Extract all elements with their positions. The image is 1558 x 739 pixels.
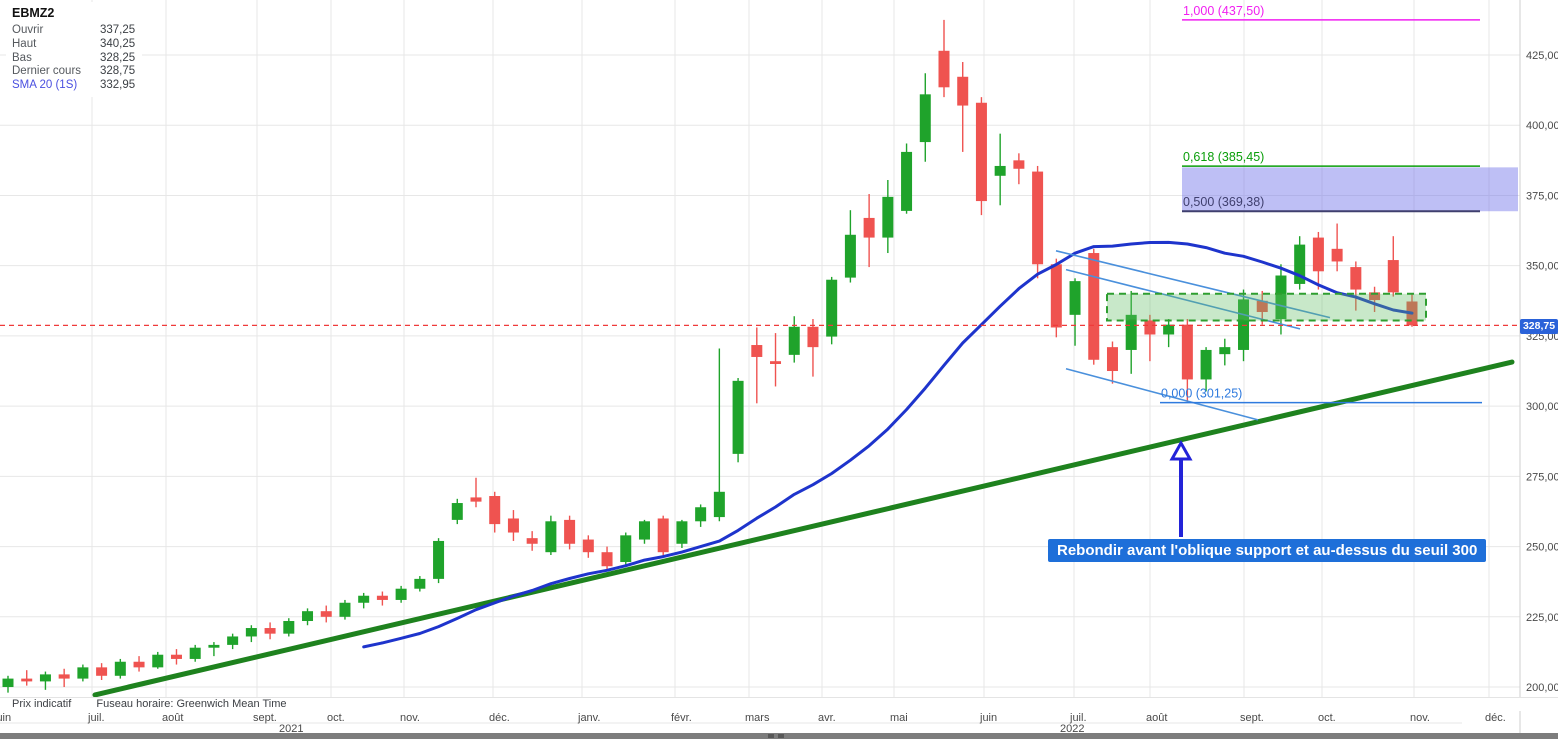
sma-legend-label: SMA 20 (1S) — [12, 79, 78, 92]
timezone-note: Fuseau horaire: Greenwich Mean Time — [96, 698, 287, 710]
svg-text:250,00: 250,00 — [1526, 542, 1558, 554]
time-scrollbar[interactable] — [0, 733, 1558, 739]
svg-text:1,000 (437,50): 1,000 (437,50) — [1183, 4, 1264, 18]
svg-text:janv.: janv. — [577, 712, 600, 724]
time-axis-labels[interactable]: juin juil. août sept. oct. nov. déc. janv. févr.… — [0, 712, 1506, 735]
annotation-arrow[interactable] — [1169, 439, 1193, 537]
vertical-gridlines — [91, 0, 1490, 710]
svg-text:nov.: nov. — [1410, 712, 1430, 724]
svg-text:août: août — [1146, 712, 1167, 724]
ohlc-legend: EBMZ2 Ouvrir 337,25 Haut 340,25 Bas 328,25 … — [6, 2, 142, 97]
footer-note: Prix indicatif Fuseau horaire: Greenwich… — [12, 698, 295, 710]
horizontal-gridlines — [0, 54, 1520, 688]
svg-text:0,500 (369,38): 0,500 (369,38) — [1183, 195, 1264, 209]
svg-text:0,618 (385,45): 0,618 (385,45) — [1183, 150, 1264, 164]
price-axis-labels[interactable]: 425,00400,00375,00350,00325,00300,00275,… — [1526, 50, 1558, 694]
last-price-axis-label: 328,75 — [1520, 319, 1558, 334]
svg-text:275,00: 275,00 — [1526, 471, 1558, 483]
high-label: Haut — [12, 37, 37, 50]
svg-text:déc.: déc. — [489, 712, 510, 724]
svg-text:225,00: 225,00 — [1526, 612, 1558, 624]
svg-text:juin: juin — [0, 712, 11, 724]
svg-text:sept.: sept. — [1240, 712, 1264, 724]
svg-text:juin: juin — [979, 712, 997, 724]
svg-text:400,00: 400,00 — [1526, 120, 1558, 132]
open-label: Ouvrir — [12, 24, 44, 36]
fib-retracement-band[interactable] — [1182, 167, 1518, 212]
sma-legend-value: 332,95 — [100, 79, 136, 92]
last-price-value: 328,75 — [100, 65, 136, 78]
svg-text:sept.: sept. — [253, 712, 277, 724]
scrollbar-grip-icon[interactable] — [768, 734, 787, 738]
fib-level-0_500[interactable]: 0,500 (369,38) — [1182, 195, 1480, 213]
time-axis-strip — [0, 697, 1558, 711]
svg-text:déc.: déc. — [1485, 712, 1506, 724]
low-label: Bas — [12, 51, 32, 64]
svg-text:350,00: 350,00 — [1526, 261, 1558, 273]
annotation-callout[interactable]: Rebondir avant l'oblique support et au-d… — [1048, 539, 1487, 562]
parallel-channel-lines[interactable] — [1055, 250, 1331, 421]
sma-20-line[interactable] — [362, 240, 1414, 649]
svg-text:2022: 2022 — [1060, 723, 1084, 735]
resistance-zone-box[interactable] — [1106, 292, 1427, 322]
high-value: 340,25 — [100, 37, 136, 50]
svg-text:juil.: juil. — [1069, 712, 1087, 724]
svg-text:oct.: oct. — [1318, 712, 1336, 724]
svg-text:juil.: juil. — [87, 712, 105, 724]
svg-text:2021: 2021 — [279, 723, 303, 735]
svg-text:févr.: févr. — [671, 712, 692, 724]
svg-text:mai: mai — [890, 712, 908, 724]
low-value: 328,25 — [100, 51, 136, 64]
svg-text:avr.: avr. — [818, 712, 836, 724]
svg-text:425,00: 425,00 — [1526, 50, 1558, 62]
fib-level-1_000[interactable]: 1,000 (437,50) — [1182, 4, 1480, 21]
svg-text:0,000 (301,25): 0,000 (301,25) — [1161, 387, 1242, 401]
svg-text:oct.: oct. — [327, 712, 345, 724]
svg-text:375,00: 375,00 — [1526, 190, 1558, 202]
svg-text:200,00: 200,00 — [1526, 682, 1558, 694]
fib-level-0_000[interactable]: 0,000 (301,25) — [1160, 387, 1482, 404]
oblique-support-trendline[interactable] — [92, 359, 1515, 698]
svg-text:mars: mars — [745, 712, 770, 724]
svg-text:août: août — [162, 712, 183, 724]
svg-text:nov.: nov. — [400, 712, 420, 724]
candlesticks — [2, 19, 1418, 693]
open-value: 337,25 — [100, 24, 136, 36]
last-price-label: Dernier cours — [12, 65, 82, 78]
svg-text:300,00: 300,00 — [1526, 401, 1558, 413]
symbol-label: EBMZ2 — [12, 6, 55, 20]
fib-level-0_618[interactable]: 0,618 (385,45) — [1182, 150, 1480, 167]
indicative-price-note: Prix indicatif — [12, 698, 72, 710]
